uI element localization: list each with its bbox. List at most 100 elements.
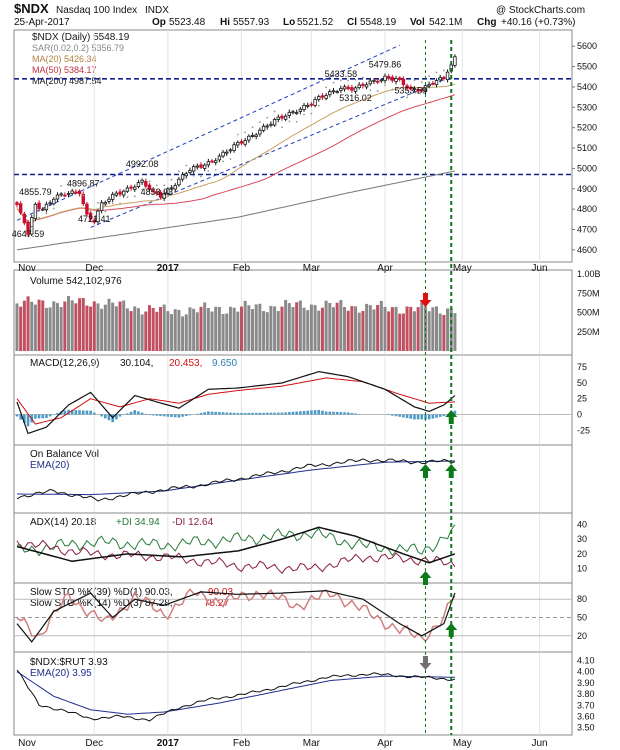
- volume-bar: [221, 314, 225, 351]
- candle-body: [63, 194, 67, 197]
- volume-bar: [81, 298, 85, 351]
- macd-signal-value: 20.453,: [169, 358, 202, 369]
- volume-bar: [320, 307, 324, 351]
- volume-bar: [228, 306, 232, 351]
- macd-histogram-bar: [126, 413, 129, 415]
- candle-body: [118, 191, 122, 195]
- sar-dot: [273, 110, 276, 113]
- macd-histogram-bar: [346, 412, 350, 415]
- volume-bar: [354, 306, 358, 351]
- sar-dot: [119, 202, 121, 205]
- volume-bar: [361, 311, 365, 351]
- candle-body: [438, 77, 442, 81]
- close-value: 5548.19: [360, 17, 397, 28]
- macd-histogram-bar: [196, 413, 199, 415]
- price-annotation: 4853.93: [141, 187, 174, 197]
- volume-tick-label: 1.00B: [577, 269, 601, 279]
- volume-tick-label: 250M: [577, 327, 600, 337]
- obv-up-arrow-1: [419, 464, 432, 478]
- macd-histogram-bar: [67, 409, 70, 415]
- volume-bar: [435, 306, 439, 351]
- sar-dot: [60, 184, 63, 187]
- volume-bar: [258, 303, 262, 351]
- volume-bar: [232, 307, 236, 351]
- obv-legend: On Balance Vol: [30, 449, 99, 460]
- volume-bar: [85, 305, 89, 351]
- plus-di-legend: +DI 34.94: [116, 517, 160, 528]
- price-tick-label: 5200: [577, 123, 597, 133]
- candle-body: [195, 165, 200, 168]
- macd-histogram-bar: [199, 412, 203, 415]
- volume-bar: [280, 306, 284, 351]
- candle-body: [184, 173, 188, 177]
- volume-bar: [44, 307, 48, 351]
- macd-histogram-bar: [210, 411, 214, 415]
- x-axis-label: Apr: [377, 738, 393, 749]
- price-tick-label: 4900: [577, 184, 597, 194]
- sar-dot: [288, 120, 291, 123]
- adx-line: [16, 526, 456, 564]
- macd-histogram-bar: [243, 412, 247, 415]
- macd-histogram-bar: [291, 411, 295, 415]
- candle-body: [107, 198, 111, 202]
- candle-body: [243, 140, 247, 145]
- sar-dot: [185, 164, 188, 167]
- volume-bar: [103, 304, 107, 351]
- sar-dot: [52, 207, 55, 210]
- sar-dot: [251, 126, 254, 129]
- volume-bar: [155, 311, 159, 351]
- candle-body: [191, 166, 196, 172]
- candle-body: [133, 186, 137, 190]
- volume-bar: [302, 307, 306, 351]
- price-annotation: 5433.58: [325, 69, 358, 79]
- macd-histogram-bar: [166, 414, 170, 417]
- volume-bar: [442, 314, 446, 351]
- sto-up-arrow: [445, 623, 458, 637]
- volume-bar: [70, 300, 74, 351]
- chart-name: Nasdaq 100 Index: [56, 5, 137, 16]
- candle-body: [81, 193, 85, 205]
- volume-bar: [74, 303, 78, 351]
- macd-histogram-bar: [137, 411, 140, 415]
- candle-body: [372, 79, 376, 82]
- obv-ema-legend: EMA(20): [30, 460, 69, 471]
- volume-bar: [181, 316, 185, 351]
- candle-body: [88, 212, 93, 220]
- volume-bar: [111, 302, 115, 351]
- volume-bar: [19, 306, 23, 351]
- candle-body: [77, 190, 82, 195]
- candle-body: [92, 219, 96, 223]
- candle-body: [287, 111, 292, 116]
- sar-dot: [369, 89, 372, 92]
- candle-body: [346, 86, 350, 90]
- price-annotation: 4992.08: [126, 159, 159, 169]
- macd-histogram-bar: [184, 414, 188, 417]
- sto-tick-label: 20: [577, 631, 587, 641]
- sar-dot: [104, 210, 107, 213]
- x-axis-label: Mar: [303, 738, 321, 749]
- macd-histogram-bar: [26, 414, 30, 427]
- x-axis-label-mid: Feb: [233, 263, 251, 274]
- volume-bar: [100, 308, 104, 351]
- sar-dot: [178, 170, 180, 173]
- macd-histogram-bar: [251, 412, 254, 415]
- volume-bar: [390, 307, 394, 351]
- candle-body: [44, 203, 49, 211]
- macd-histogram-bar: [63, 410, 67, 415]
- volume-bar: [144, 311, 148, 351]
- sar-dot: [236, 133, 239, 136]
- price-panel-frame: [13, 29, 573, 263]
- candle-body: [41, 208, 45, 211]
- macd-histogram-bar: [328, 411, 332, 415]
- ratio-down-arrow: [419, 656, 432, 670]
- ratio-panel-frame: [13, 651, 573, 736]
- macd-histogram-bar: [37, 414, 41, 419]
- price-tick-label: 5300: [577, 102, 597, 112]
- ratio-tick-label: 4.00: [577, 667, 595, 677]
- adx-panel-frame: [13, 512, 573, 584]
- macd-histogram-bar: [173, 414, 177, 418]
- volume-bar: [236, 311, 240, 351]
- macd-histogram-bar: [70, 409, 74, 415]
- sar-dot: [325, 86, 328, 89]
